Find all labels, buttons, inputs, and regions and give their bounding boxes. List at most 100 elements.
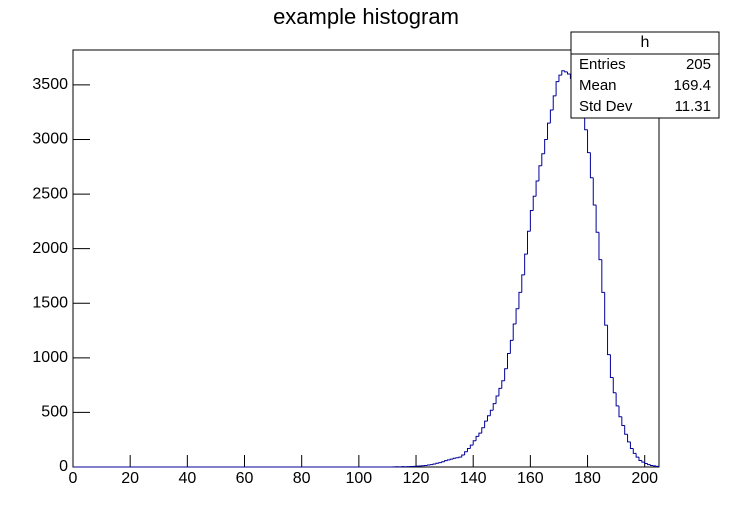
x-tick-label: 180 [574,470,601,487]
histogram-bin [481,427,485,434]
stats-label: Mean [579,77,617,94]
histogram-bin [515,308,519,324]
y-tick-label: 1500 [32,294,68,311]
histogram-bin [595,205,599,233]
histogram-bin [538,165,542,181]
histogram-bin [478,432,482,437]
stats-title: h [641,34,650,51]
histogram-bin [638,457,642,461]
y-tick-label: 3000 [32,131,68,148]
histogram-bin [552,95,557,111]
histogram-bin [592,177,597,206]
histogram-bin [632,448,637,454]
stats-label: Std Dev [579,98,633,115]
histogram-bin [635,453,639,458]
histogram-bin [472,440,477,446]
histogram-bin [498,387,502,397]
histogram-bin [455,457,459,459]
histogram-bin [624,425,628,435]
histogram-bin [567,71,571,75]
histogram-bin [558,74,562,82]
histogram-bin [655,465,660,467]
y-tick-label: 1000 [32,349,68,366]
histogram-bin [489,409,494,416]
histogram-bin [607,325,611,356]
stats-label: Entries [579,56,626,73]
y-tick-label: 3500 [32,76,68,93]
histogram-bin [604,292,608,326]
x-tick-label: 80 [293,470,311,487]
histogram-bin [492,403,497,411]
histogram-bin [549,109,554,124]
histogram-bin [458,456,462,458]
histogram-bin [641,460,645,463]
histogram-bin [461,454,465,458]
y-tick-label: 2500 [32,185,68,202]
y-tick-label: 0 [59,458,68,475]
histogram-bin [647,463,651,466]
histogram-bin [484,420,488,428]
histogram-bin [601,259,605,293]
histogram-bin [441,461,445,463]
histogram-bin [501,380,505,389]
histogram-bin [587,129,591,154]
histogram-bin [464,451,468,455]
histogram-bin [615,392,619,407]
x-tick-label: 60 [236,470,254,487]
x-tick-label: 160 [517,470,544,487]
histogram-bin [584,114,588,131]
y-tick-label: 500 [41,404,68,421]
histogram-bin [475,435,479,441]
histogram-bin [506,352,511,369]
histogram-bin [452,457,457,460]
y-tick-label: 2000 [32,240,68,257]
histogram-bin [618,405,622,418]
histogram-bin [527,230,531,255]
x-tick-label: 140 [460,470,487,487]
histogram-bin [495,395,499,404]
histogram-bin [529,209,534,232]
histogram-bin [589,152,594,179]
x-tick-label: 120 [403,470,430,487]
histogram-bin [435,462,439,464]
x-tick-label: 100 [346,470,373,487]
histogram-bin [541,153,545,166]
histogram-bin [524,253,528,275]
histogram-bin [532,195,537,211]
histogram-bin [564,70,568,73]
chart-title: example histogram [273,4,459,29]
histogram-bin [649,464,654,466]
histogram-bin [438,462,442,464]
histogram-bin [555,81,559,96]
x-tick-label: 20 [121,470,139,487]
histogram-bin [486,415,491,422]
histogram-bin [644,462,648,465]
histogram-bin [444,460,448,462]
x-tick-label: 200 [631,470,658,487]
x-tick-label: 0 [69,470,78,487]
histogram-bin [598,232,602,261]
histogram-bin [469,444,474,449]
stats-box [570,31,720,119]
histogram-bin [504,368,508,381]
histogram-bin [609,354,614,378]
stats-value: 11.31 [675,98,711,115]
histogram-bin [518,291,522,309]
histogram-bin [449,458,454,460]
histogram-bin [629,441,634,449]
histogram-bin [621,416,625,427]
x-tick-label: 40 [178,470,196,487]
histogram-bin [535,180,539,197]
histogram-bin [561,70,565,76]
histogram-bin [521,274,525,293]
histogram-bin [547,122,551,140]
histogram-bin [612,377,617,394]
histogram-bin [544,139,548,154]
histogram-bin [446,459,451,461]
stats-value: 169.4 [673,77,711,94]
histogram-bin [627,434,631,443]
histogram-bin [432,463,437,465]
histogram-bin [466,447,471,452]
histogram-bin [512,323,517,341]
